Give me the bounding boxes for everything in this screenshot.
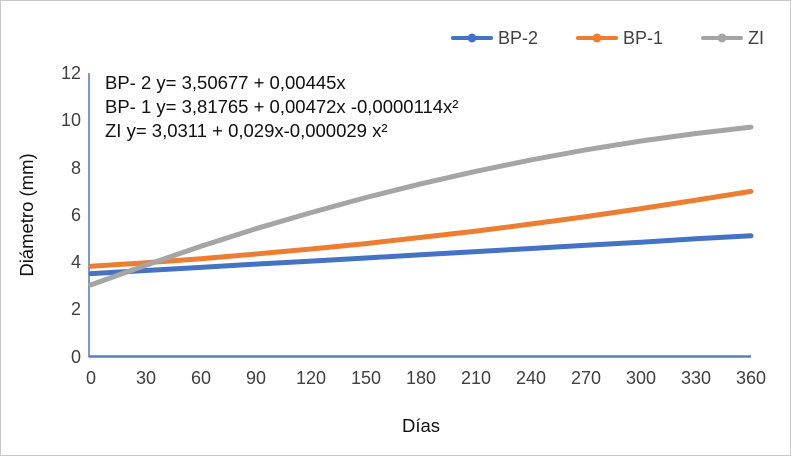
- y-tick-label: 6: [70, 204, 81, 225]
- legend-line-marker-icon: [450, 33, 493, 43]
- y-tick-label: 2: [70, 299, 81, 320]
- legend-line-marker-icon: [575, 33, 618, 43]
- x-tick-label: 60: [190, 368, 212, 388]
- x-tick-label: 240: [515, 368, 547, 388]
- y-tick-label: 4: [70, 252, 81, 272]
- equation-bp1: BP- 1 y= 3,81765 + 0,00472x -0,0000114x²: [105, 96, 459, 117]
- legend: BP-2 BP-1 ZI: [450, 28, 764, 48]
- x-tick-label: 90: [245, 368, 267, 388]
- legend-dot-icon: [717, 33, 727, 43]
- series-line-zi: [88, 124, 754, 288]
- y-axis-title: Diámetro (mm): [16, 153, 37, 277]
- x-tick-label: 120: [295, 368, 327, 388]
- legend-dot-icon: [467, 33, 477, 43]
- legend-label-zi: ZI: [748, 28, 764, 48]
- x-tick-label: 300: [625, 368, 657, 388]
- y-tick-label: 12: [60, 63, 81, 83]
- x-tick-label: 330: [680, 368, 712, 388]
- series-line-bp-1: [88, 188, 754, 269]
- x-tick-label: 150: [350, 368, 382, 388]
- legend-label-bp2: BP-2: [497, 28, 538, 48]
- x-axis-title: Días: [401, 415, 441, 436]
- equation-zi: ZI y= 3,0311 + 0,029x-0,000029 x²: [105, 120, 388, 141]
- y-tick-label: 10: [60, 110, 81, 131]
- x-tick-label: 180: [405, 368, 437, 388]
- y-tick-label: 0: [70, 346, 81, 367]
- x-tick-label: 360: [735, 368, 767, 388]
- series-line-bp-2: [88, 233, 754, 277]
- legend-label-bp1: BP-1: [622, 28, 663, 48]
- x-tick-label: 0: [85, 368, 96, 388]
- x-tick-label: 270: [570, 368, 602, 388]
- x-tick-label: 30: [135, 368, 157, 388]
- legend-line-marker-icon: [701, 33, 743, 43]
- legend-item-bp2: BP-2: [450, 28, 538, 48]
- legend-item-zi: ZI: [701, 29, 764, 47]
- equation-bp2: BP- 2 y= 3,50677 + 0,00445x: [105, 72, 346, 93]
- y-tick-label: 8: [70, 157, 81, 178]
- legend-dot-icon: [592, 33, 602, 43]
- x-tick-label: 210: [460, 368, 492, 388]
- regression-equations: BP- 2 y= 3,50677 + 0,00445x BP- 1 y= 3,8…: [105, 71, 458, 143]
- legend-item-bp1: BP-1: [575, 28, 663, 48]
